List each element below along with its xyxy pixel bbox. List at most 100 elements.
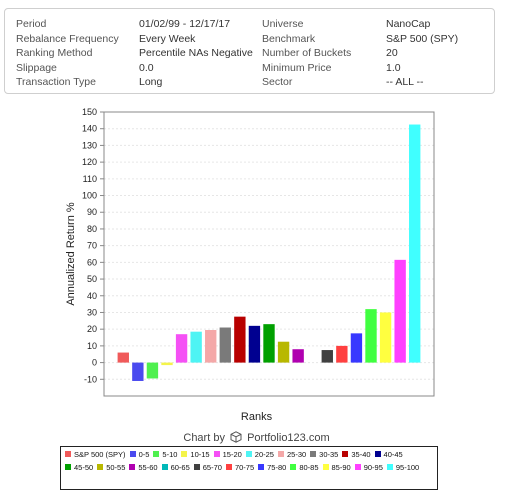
credit-brand[interactable]: Portfolio123.com bbox=[247, 432, 330, 444]
legend-item: 65-70 bbox=[193, 462, 222, 475]
y-tick-label: 100 bbox=[82, 191, 97, 201]
setting-value: 1.0 bbox=[386, 61, 401, 74]
setting-value: 20 bbox=[386, 47, 398, 59]
legend-item: 20-25 bbox=[245, 449, 274, 462]
legend-swatch bbox=[97, 463, 104, 470]
bar-20-25 bbox=[190, 331, 202, 363]
y-tick-label: 110 bbox=[83, 174, 97, 184]
settings-left-values: 01/02/99 - 12/17/17 Every Week Percentil… bbox=[139, 17, 253, 90]
legend-item: 45-50 bbox=[65, 462, 93, 475]
legend-item: 10-15 bbox=[181, 449, 210, 462]
setting-label: Sector bbox=[262, 76, 293, 88]
legend-swatch bbox=[225, 463, 232, 470]
y-tick-label: 130 bbox=[82, 140, 97, 150]
legend-item: 40-45 bbox=[374, 449, 403, 462]
bar-25-30 bbox=[205, 330, 217, 363]
legend-item: 25-30 bbox=[277, 449, 306, 462]
setting-value: 01/02/99 - 12/17/17 bbox=[139, 18, 231, 30]
setting-label: Period bbox=[16, 18, 47, 30]
legend-label: S&P 500 (SPY) bbox=[74, 450, 126, 459]
legend-item: 90-95 bbox=[354, 462, 383, 475]
legend-label: 30-35 bbox=[319, 450, 339, 459]
settings-panel: Period Rebalance Frequency Ranking Metho… bbox=[4, 8, 495, 94]
legend-swatch bbox=[310, 451, 317, 457]
bar-40-45 bbox=[248, 325, 261, 363]
bar-95-100 bbox=[409, 124, 421, 363]
setting-label: Benchmark bbox=[262, 32, 316, 45]
y-tick-label: 150 bbox=[82, 107, 97, 117]
bar-50-55 bbox=[277, 341, 290, 363]
setting-label: Universe bbox=[262, 18, 304, 30]
legend-swatch bbox=[322, 463, 329, 470]
bar-90-95 bbox=[394, 259, 406, 363]
setting-label: Ranking Method bbox=[16, 47, 93, 59]
legend-label: 60-65 bbox=[170, 462, 190, 472]
y-tick-label: 60 bbox=[87, 257, 97, 267]
settings-right-values: NanoCap S&P 500 (SPY) 20 1.0 -- ALL -- bbox=[386, 17, 458, 90]
setting-value: Percentile NAs Negative bbox=[139, 47, 253, 59]
bar-70-75 bbox=[336, 345, 348, 363]
credit-prefix: Chart by bbox=[183, 432, 225, 444]
legend-swatch bbox=[277, 451, 284, 457]
bar-0-5 bbox=[132, 362, 144, 381]
legend-swatch bbox=[161, 463, 168, 470]
legend-item: 5-10 bbox=[153, 449, 177, 462]
legend-item: 60-65 bbox=[161, 462, 190, 475]
y-tick-label: 90 bbox=[87, 207, 97, 217]
setting-value: Long bbox=[139, 76, 163, 88]
y-tick-label: 30 bbox=[87, 307, 97, 317]
bars bbox=[117, 124, 421, 381]
cube-icon bbox=[230, 431, 242, 443]
setting-label: Transaction Type bbox=[16, 76, 96, 88]
legend-item: 55-60 bbox=[129, 462, 158, 475]
legend-label: 70-75 bbox=[234, 462, 255, 472]
legend-swatch bbox=[193, 463, 200, 470]
bar-chart: -10 0 10 20 30 40 50 60 70 80 90 100 110 120 130 140 150… bbox=[65, 107, 435, 397]
y-tick-label: 80 bbox=[87, 224, 97, 234]
legend-label: 95-100 bbox=[395, 462, 420, 472]
bar-85-90 bbox=[379, 312, 392, 363]
legend-swatch bbox=[245, 451, 252, 457]
setting-value: Every Week bbox=[139, 32, 196, 45]
setting-value: S&P 500 (SPY) bbox=[386, 32, 459, 45]
setting-value: NanoCap bbox=[386, 18, 431, 30]
legend-swatch bbox=[153, 451, 160, 457]
legend-label: 40-45 bbox=[383, 450, 403, 459]
legend-swatch bbox=[354, 463, 361, 470]
bar-15-20 bbox=[175, 334, 188, 363]
plot-frame bbox=[103, 111, 435, 397]
y-tick-label: 20 bbox=[87, 324, 97, 334]
y-tick-label: -10 bbox=[84, 374, 97, 384]
y-tick-label: 70 bbox=[87, 241, 97, 251]
y-tick-label: 10 bbox=[87, 341, 97, 351]
legend-swatch bbox=[65, 463, 71, 470]
setting-value: 0.0 bbox=[139, 61, 154, 74]
bar-5-10 bbox=[146, 362, 159, 379]
legend-swatch bbox=[342, 451, 349, 457]
legend-label: 10-15 bbox=[190, 450, 210, 459]
legend-label: 55-60 bbox=[138, 462, 158, 472]
legend-swatch bbox=[213, 451, 220, 457]
bar-75-80 bbox=[350, 333, 363, 363]
legend-item: 0-5 bbox=[129, 449, 149, 462]
bar-80-85 bbox=[365, 309, 377, 363]
bar-45-50 bbox=[263, 324, 275, 363]
setting-label: Slippage bbox=[16, 61, 57, 74]
legend-item: S&P 500 (SPY) bbox=[65, 449, 126, 462]
bar-10-15 bbox=[161, 362, 173, 366]
y-tick-label: 50 bbox=[87, 274, 97, 284]
bar-30-35 bbox=[219, 327, 231, 363]
legend-item: 85-90 bbox=[322, 462, 351, 475]
legend-label: 15-20 bbox=[222, 450, 242, 459]
setting-label: Minimum Price bbox=[262, 61, 332, 74]
x-axis-label: Ranks bbox=[240, 411, 273, 423]
legend-item: 50-55 bbox=[97, 462, 125, 475]
legend-item: 30-35 bbox=[310, 449, 338, 462]
bar-55-60 bbox=[292, 349, 304, 363]
legend-label: 90-95 bbox=[363, 462, 383, 472]
bar-65-70 bbox=[321, 350, 333, 363]
legend-swatch bbox=[374, 451, 381, 457]
setting-label: Rebalance Frequency bbox=[16, 32, 119, 45]
legend-swatch bbox=[386, 463, 393, 470]
chart-credit: Chart by Portfolio123.com bbox=[0, 431, 513, 444]
